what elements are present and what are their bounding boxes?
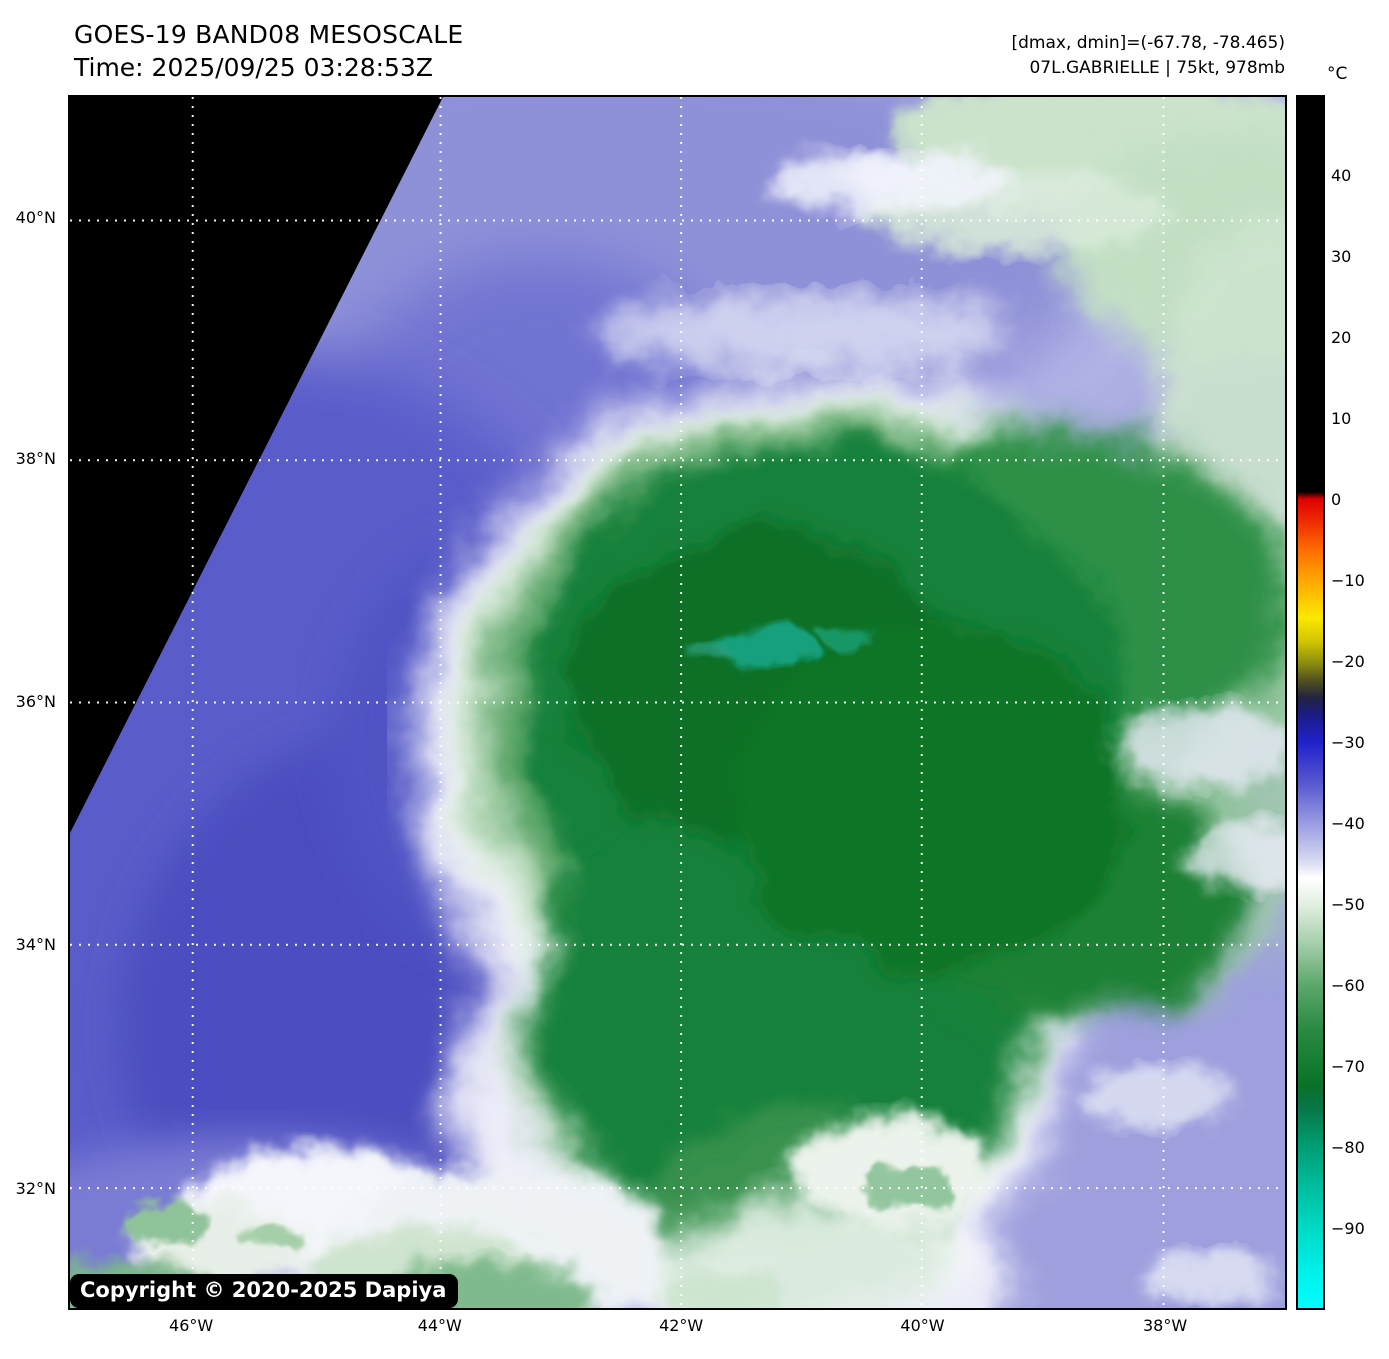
lon-tick-label: 40°W [900,1316,945,1335]
colorbar-unit: °C [1327,64,1348,84]
colorbar-tick-label: −80 [1331,1138,1365,1158]
colorbar-tick-label: 0 [1331,489,1342,509]
colorbar-tick-label: 20 [1331,328,1352,347]
colorbar-tick-label: 30 [1331,246,1352,266]
colorbar [1296,95,1325,1310]
colorbar-tick-label: −70 [1331,1057,1365,1076]
lat-tick-label: 34°N [15,934,56,954]
colorbar-tick-label: 10 [1331,409,1352,429]
lat-tick-label: 40°N [15,207,56,227]
colorbar-tick-label: −60 [1331,975,1365,995]
colorbar-tick-label: −20 [1331,652,1365,672]
storm-info: 07L.GABRIELLE | 75kt, 978mb [1029,58,1285,78]
colorbar-tick-label: 40 [1331,166,1352,186]
figure-title: GOES-19 BAND08 MESOSCALE [74,20,464,49]
map-area: Copyright © 2020-2025 Dapiya [68,95,1287,1310]
lon-tick-label: 44°W [417,1316,462,1335]
lon-tick-label: 46°W [169,1316,214,1335]
colorbar-tick-label: −90 [1331,1218,1365,1238]
colorbar-tick-label: −10 [1331,571,1365,590]
lon-axis: 46°W 44°W 42°W 40°W 38°W [68,1316,1287,1342]
lat-axis: 40°N 38°N 36°N 34°N 32°N [0,95,62,1310]
header-right-block: [dmax, dmin]=(-67.78, -78.465) 07L.GABRI… [1012,31,1286,81]
colorbar-scale: 40 30 20 10 0 −10 −20 −30 −40 −50 −60 −70 −80 −90 [1331,95,1387,1310]
cold-core-patch [717,636,813,668]
lat-tick-label: 38°N [15,448,56,468]
colorbar-tick-label: −50 [1331,895,1365,915]
timestamp: Time: 2025/09/25 03:28:53Z [74,53,433,82]
satellite-imagery [70,97,1285,1308]
dmax-dmin-readout: [dmax, dmin]=(-67.78, -78.465) [1011,33,1286,53]
gridlines [70,97,1285,1308]
lon-tick-label: 38°W [1143,1316,1188,1335]
no-data-wedge [70,97,443,833]
lat-tick-label: 32°N [15,1178,56,1198]
copyright-badge: Copyright © 2020-2025 Dapiya [70,1274,459,1308]
colorbar-tick-label: −40 [1331,814,1365,833]
lon-tick-label: 42°W [659,1316,704,1335]
colorbar-tick-label: −30 [1331,732,1365,752]
lat-tick-label: 36°N [15,691,56,711]
